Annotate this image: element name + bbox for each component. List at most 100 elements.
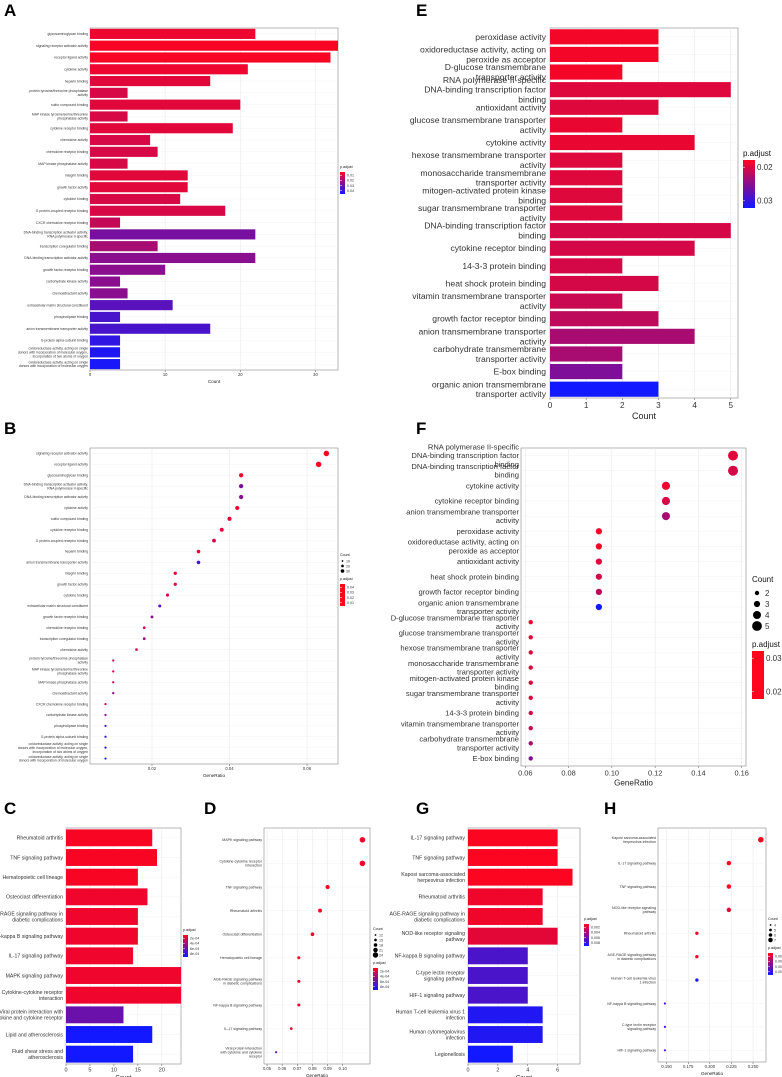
category-label-line: oxidoreductase activity, acting on singl… [29,755,89,759]
category-label-line: D-glucose transmembrane transporter [391,613,520,622]
category-label-line: cytokine activity [64,67,88,71]
x-tick-label: 0.12 [648,768,662,777]
x-tick-label: 0.14 [691,768,705,777]
size-legend-label: 21 [379,948,383,952]
category-label-line: Human cytomegalovirus [409,1029,465,1035]
category-label-line: peroxidase activity [475,32,546,42]
colorbar [752,651,764,699]
category-label-line: cytokine activity [466,482,519,491]
category-label-line: organic anion transmembrane [418,598,519,607]
bar [66,1026,153,1043]
category-label-line: hexose transmembrane transporter [412,150,546,160]
size-legend-title: Count [373,927,383,931]
category-label: cytokine receptor binding [50,528,88,532]
category-label-line: glucose transmembrane transporter [410,115,546,125]
colorbar-tick-label: 0.03 [766,654,782,663]
x-tick-label: 0 [548,401,553,410]
point [661,481,671,490]
category-label: Human T-cell leukemia virus 1 infection [396,1010,465,1022]
category-label-line: donors with incorporation of molecular o… [19,364,88,368]
point [661,512,671,521]
colorbar-tick-label: 0.008 [591,941,600,945]
size-legend-label: 24 [379,953,383,957]
category-label-line: in diabetic complications [617,957,656,961]
category-label: Rheumatoid arthritis [17,836,64,842]
point [323,450,330,457]
category-label-line: carbohydrate kinase activity [46,713,88,717]
category-label: NOD-like receptor signaling pathway [402,931,466,943]
category-label: mitogen-activated protein kinase binding [422,185,546,205]
category-label-line: anion transmembrane transporter [406,507,519,516]
category-label-line: anion transmembrane transporter activity [26,327,88,331]
category-label: cytokine binding [64,197,88,201]
category-label: Rheumatoid arthritis [230,909,262,913]
bar [90,40,338,51]
colorbar-tick-label: 0.002 [775,955,782,959]
category-label: Hematopoietic cell lineage [220,956,262,960]
category-label-line: protein tyrosine/threonine phosphatase [29,89,88,93]
category-label: G protein-coupled receptor binding [36,539,88,543]
x-tick-label: 20 [238,372,243,377]
bar [468,849,558,866]
x-tick-label: 0.06 [303,766,312,771]
x-tick-label: 6 [556,1068,559,1074]
category-label-line: activity [496,652,519,661]
category-label: IL-17 signaling pathway [8,954,63,960]
category-label-line: chemokine receptor binding [46,150,88,154]
point [728,465,739,476]
category-label: oxidoreductase activity, acting on peroxi… [420,44,546,64]
plot-area [467,827,581,1065]
category-label-line: oxidoreductase activity, acting on singl… [29,742,89,746]
bar [90,323,211,334]
x-axis-title: Count [208,379,221,384]
category-label: monosaccharide transmembrane transporter … [408,659,519,677]
category-label: DNA-binding transcription activator acti… [24,231,89,239]
point [528,710,533,716]
category-label: Osteoclast differentiation [223,932,263,936]
category-label-line: activity [78,93,89,97]
bar [90,182,188,193]
category-label-line: glycosaminoglycan binding [47,473,88,477]
category-label-line: integrin binding [65,174,88,178]
category-label: DNA-binding transcription factor binding [424,221,546,241]
x-axis-title: GeneRatio [203,773,225,778]
point [173,571,177,575]
category-label: hexose transmembrane transporter activity [412,150,547,170]
category-label-line: interaction [39,996,63,1002]
size-legend-label: 6 [774,933,776,937]
category-label: hexose transmembrane transporter activity [400,644,519,662]
size-legend-label: 5 [765,622,770,631]
category-label-line: 14-3-3 protein binding [462,261,546,271]
legend-title: p.adjust [743,149,772,158]
category-label-line: G-protein alpha-subunit binding [41,339,88,343]
category-label: carbohydrate kinase activity [46,713,88,717]
category-label: glycosaminoglycan binding [47,473,88,477]
category-label: growth factor activity [57,582,88,586]
size-legend-dot [373,947,378,953]
category-label: NF-kappa B signaling pathway [395,954,466,960]
category-label-line: cytokine binding [64,197,88,201]
bar [550,170,623,186]
size-legend-dot [768,933,773,937]
category-label-line: MAP kinase tyrosine/serine/threonine [32,668,88,672]
category-label-line: chemoattractant activity [52,691,88,695]
category-label: carbohydrate kinase activity [46,280,88,284]
size-legend-title: Count [340,553,350,557]
x-tick-label: 0.10 [605,768,619,777]
category-label: HIF-1 signaling pathway [617,1049,656,1053]
point [528,741,533,746]
category-label-line: transporter activity [476,389,547,399]
panel-letter: B [4,419,16,438]
colorbar-tick-label: 0.006 [591,936,600,940]
category-label-line: CXCR chemokine receptor binding [36,702,88,706]
category-label: TNF signaling pathway [619,885,656,889]
category-label-line: MAPK signaling pathway [6,973,64,979]
size-legend-dot [753,611,761,619]
category-label-line: binding [495,683,520,692]
point [297,1003,301,1007]
category-label: Rheumatoid arthritis [624,932,656,936]
point [595,588,603,595]
point [595,603,603,611]
category-label: Human cytomegalovirus infection [409,1029,465,1041]
category-label-line: cytokine receptor binding [450,243,546,253]
